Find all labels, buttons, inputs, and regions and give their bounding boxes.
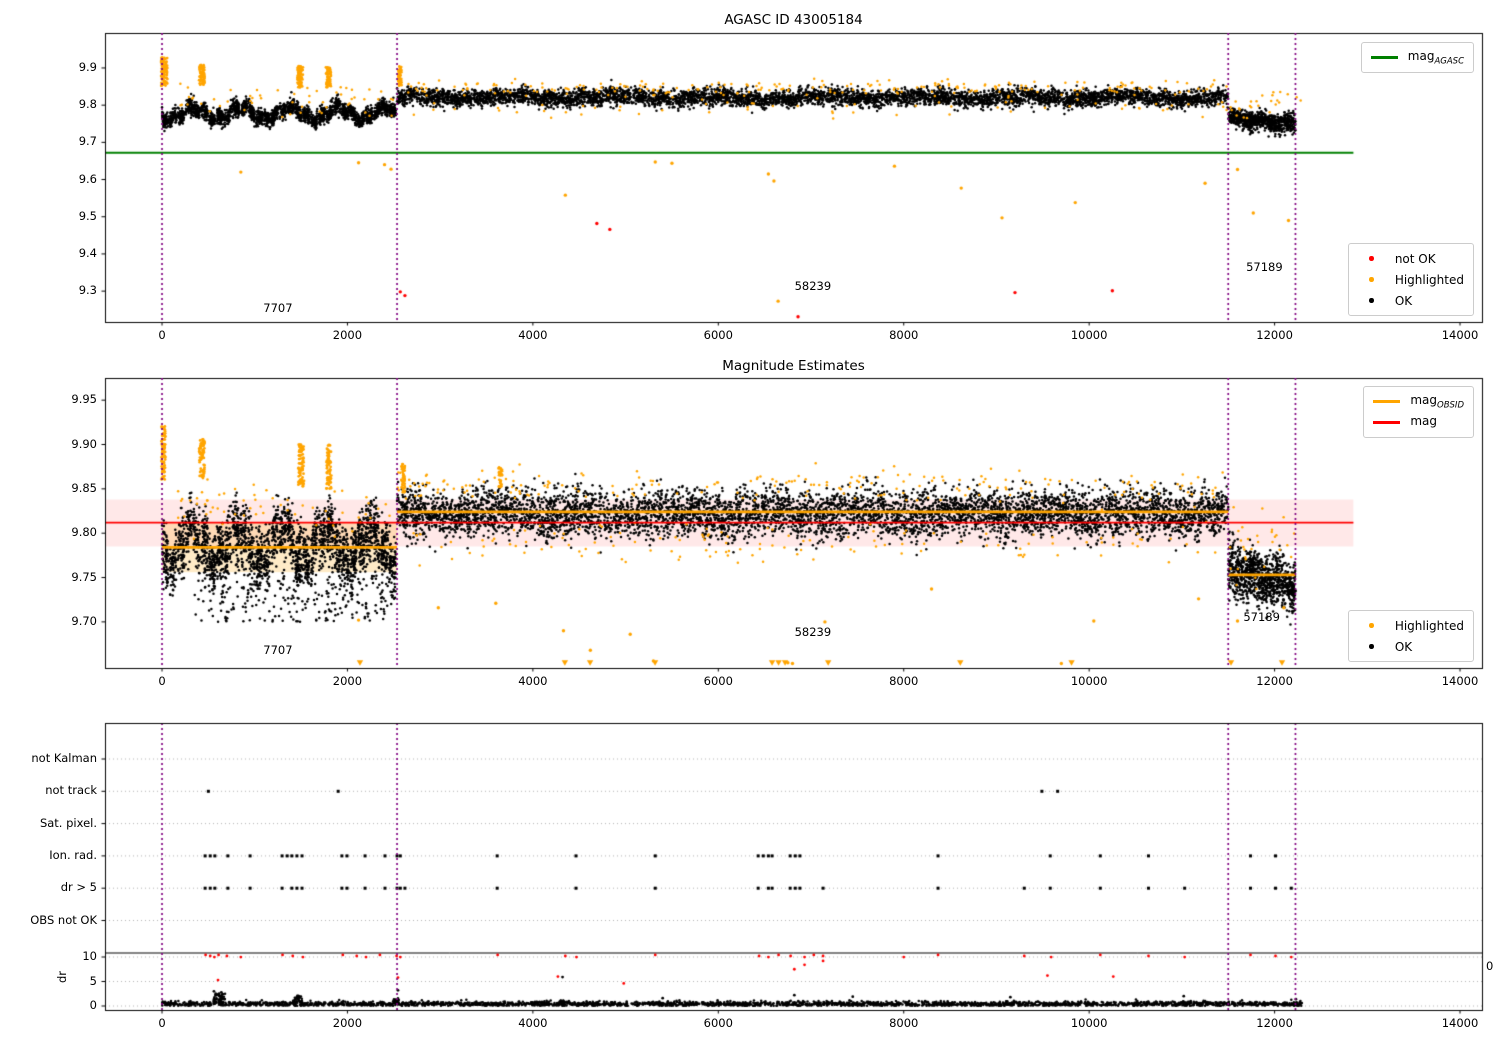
highlighted2-label: Highlighted xyxy=(1394,618,1464,633)
plot2-xtick-label-8000: 8000 xyxy=(889,674,919,688)
ok-label: OK xyxy=(1394,293,1413,308)
mag-label: mag xyxy=(1410,413,1438,428)
plot1-ytick-label-9.6: 9.6 xyxy=(78,171,97,186)
plot3-xtick-label-14000: 14000 xyxy=(1441,1016,1479,1030)
legend-row-mag-obsid: magOBSID xyxy=(1373,391,1464,412)
plot2-annotation-obsid-7707: 7707 xyxy=(263,643,293,658)
highlighted-swatch-wrap xyxy=(1358,277,1385,282)
legend-plot2-classes: Highlighted OK xyxy=(1347,610,1474,662)
plot2-xtick-label-0: 0 xyxy=(158,674,166,688)
plot3-category-label-2: Sat. pixel. xyxy=(39,815,97,830)
plot2-annotation-obsid-57189: 57189 xyxy=(1243,610,1280,625)
plot1-ytick-label-9.8: 9.8 xyxy=(78,97,97,112)
plot1-xtick-label-2000: 2000 xyxy=(332,328,363,342)
plot2-ytick-label-9.90: 9.90 xyxy=(71,436,97,451)
mag-swatch-wrap xyxy=(1373,421,1401,424)
highlighted2-swatch-wrap xyxy=(1358,623,1385,628)
plot3-xtick-label-0: 0 xyxy=(158,1016,166,1030)
ok2-swatch-wrap xyxy=(1358,644,1385,649)
highlighted-label: Highlighted xyxy=(1394,272,1464,287)
legend-row-ok: OK xyxy=(1358,290,1464,311)
plot3-xtick-label-8000: 8000 xyxy=(889,1016,919,1030)
plot1-annotation-obsid-57189: 57189 xyxy=(1246,260,1283,275)
legend-mag-agasc: magAGASC xyxy=(1360,42,1474,73)
plot1-annotation-obsid-58239: 58239 xyxy=(794,278,832,293)
plot2-xtick-label-4000: 4000 xyxy=(518,674,548,688)
mag-agasc-swatch-wrap xyxy=(1370,56,1398,59)
plot2-annotation-obsid-58239: 58239 xyxy=(794,624,832,639)
plot3-dr-tick-label-0: 0 xyxy=(89,998,97,1012)
plot2-title: Magnitude Estimates xyxy=(722,358,865,374)
plot2-xtick-label-14000: 14000 xyxy=(1441,674,1479,688)
legend-row-highlighted-2: Highlighted xyxy=(1358,615,1464,636)
plot3-xtick-label-6000: 6000 xyxy=(703,1016,733,1030)
plot2-ytick-label-9.70: 9.70 xyxy=(71,613,97,628)
plot3-xtick-label-10000: 10000 xyxy=(1070,1016,1108,1030)
highlighted-dot-swatch xyxy=(1369,277,1374,282)
mag-obsid-label: magOBSID xyxy=(1410,392,1464,411)
plot2-ytick-label-9.80: 9.80 xyxy=(71,525,97,540)
plot1-xtick-label-12000: 12000 xyxy=(1256,328,1293,342)
legend-row-ok-2: OK xyxy=(1358,636,1464,657)
mag-obsid-line-swatch xyxy=(1373,399,1401,404)
plot1-ytick-label-9.9: 9.9 xyxy=(78,59,97,74)
plot3-category-label-3: Ion. rad. xyxy=(49,847,97,862)
clipped-edge-tick-label: 0 xyxy=(1486,959,1494,973)
plot1-annotation-obsid-7707: 7707 xyxy=(263,300,293,315)
plot3-category-label-5: OBS not OK xyxy=(30,912,97,927)
mag-agasc-label: magAGASC xyxy=(1407,48,1464,67)
highlighted2-dot-swatch xyxy=(1369,623,1374,628)
plot2-ytick-label-9.95: 9.95 xyxy=(71,392,97,407)
mag-agasc-line-swatch xyxy=(1370,56,1398,59)
plot2-xtick-label-2000: 2000 xyxy=(332,674,363,688)
plot3-xtick-label-12000: 12000 xyxy=(1256,1016,1293,1030)
ok-dot-swatch xyxy=(1369,298,1374,303)
plot2-ytick-label-9.75: 9.75 xyxy=(71,569,97,584)
plot1-xtick-label-14000: 14000 xyxy=(1441,328,1479,342)
plot1-ytick-label-9.4: 9.4 xyxy=(78,245,97,260)
mag-obsid-swatch-wrap xyxy=(1373,399,1401,404)
plot1-xtick-label-10000: 10000 xyxy=(1070,328,1108,342)
plot2-ytick-label-9.85: 9.85 xyxy=(71,480,97,495)
ok2-label: OK xyxy=(1394,639,1413,654)
plot2-xtick-label-10000: 10000 xyxy=(1070,674,1108,688)
not-ok-swatch-wrap xyxy=(1358,256,1385,261)
plot1-title: AGASC ID 43005184 xyxy=(724,12,863,28)
plot1-xtick-label-8000: 8000 xyxy=(889,328,919,342)
legend-row-mag-agasc: magAGASC xyxy=(1370,47,1464,68)
legend-row-not-ok: not OK xyxy=(1358,248,1464,269)
not-ok-label: not OK xyxy=(1394,251,1436,266)
mag-line-swatch xyxy=(1373,421,1401,424)
not-ok-dot-swatch xyxy=(1369,256,1374,261)
plot1-ytick-label-9.3: 9.3 xyxy=(78,283,97,298)
plot3-dr-tick-label-10: 10 xyxy=(82,949,97,963)
plot1-ytick-label-9.5: 9.5 xyxy=(78,208,97,223)
plot1-xtick-label-6000: 6000 xyxy=(703,328,733,342)
legend-row-highlighted: Highlighted xyxy=(1358,269,1464,290)
ok2-dot-swatch xyxy=(1369,644,1374,649)
plot2-xtick-label-6000: 6000 xyxy=(703,674,733,688)
plot1-ytick-label-9.7: 9.7 xyxy=(78,134,97,149)
plot3-category-label-1: not track xyxy=(45,783,97,798)
plot2-xtick-label-12000: 12000 xyxy=(1256,674,1293,688)
ok-swatch-wrap xyxy=(1358,298,1385,303)
legend-plot1-classes: not OK Highlighted OK xyxy=(1347,243,1474,316)
plot3-xtick-label-2000: 2000 xyxy=(332,1016,363,1030)
plot3-category-label-0: not Kalman xyxy=(31,751,97,765)
legend-row-mag: mag xyxy=(1373,412,1464,433)
plot3-xtick-label-4000: 4000 xyxy=(518,1016,548,1030)
plot3-category-label-4: dr > 5 xyxy=(60,880,97,895)
plot3-dr-tick-label-5: 5 xyxy=(89,973,97,988)
legend-plot2-lines: magOBSID mag xyxy=(1363,386,1474,438)
plot1-xtick-label-4000: 4000 xyxy=(518,328,548,342)
plot1-xtick-label-0: 0 xyxy=(158,328,166,342)
